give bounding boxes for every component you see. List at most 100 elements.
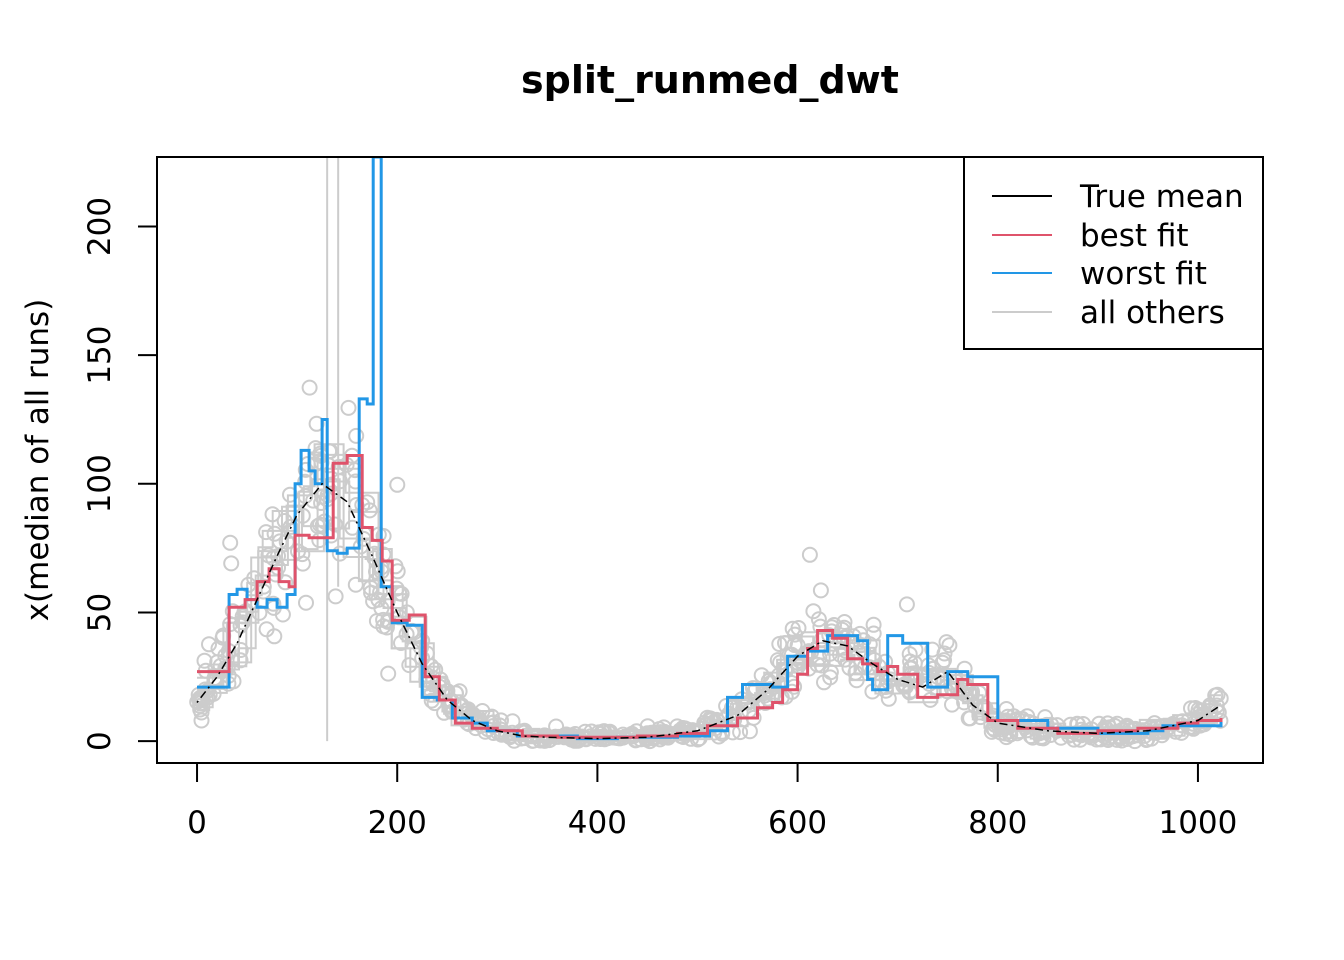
other-point	[393, 635, 409, 651]
other-point	[934, 654, 951, 671]
legend-label-worst-fit: worst fit	[1080, 256, 1207, 292]
other-point	[1209, 686, 1226, 703]
other-run-line	[197, 451, 1221, 743]
other-point	[548, 718, 565, 735]
other-point	[784, 620, 801, 637]
other-run-line	[197, 453, 1221, 743]
other-point	[348, 427, 365, 444]
other-point	[747, 680, 764, 697]
other-point	[340, 399, 357, 416]
other-point	[276, 513, 293, 529]
legend: True mean best fit worst fit all others	[963, 156, 1264, 350]
other-point	[282, 486, 298, 503]
x-tick-label: 1000	[1158, 805, 1237, 841]
other-point	[264, 506, 281, 523]
other-point	[201, 636, 217, 653]
other-point	[944, 696, 960, 713]
other-point	[375, 611, 392, 628]
other-point	[234, 614, 251, 631]
other-point	[266, 525, 283, 542]
series-true-mean	[196, 482, 1222, 740]
other-point	[232, 652, 249, 669]
other-point	[388, 580, 405, 597]
other-point	[1208, 697, 1225, 714]
other-point	[922, 691, 939, 708]
other-point	[805, 603, 822, 620]
x-tick-label: 200	[368, 805, 427, 841]
other-point	[365, 593, 382, 610]
other-point	[355, 530, 372, 547]
other-point	[1043, 716, 1060, 733]
other-point	[724, 699, 740, 716]
other-point	[222, 534, 239, 551]
other-point	[953, 684, 970, 701]
x-tick-label: 400	[568, 805, 627, 841]
other-point	[258, 524, 275, 541]
x-tick-label: 0	[187, 805, 207, 841]
other-point	[1019, 708, 1036, 725]
other-point	[822, 664, 839, 681]
other-point	[378, 619, 395, 636]
other-point	[759, 690, 776, 707]
other-point	[771, 636, 788, 652]
other-point	[1024, 729, 1041, 746]
series-worst-fit	[197, 157, 1223, 741]
series-best-fit	[197, 454, 1223, 739]
other-point	[941, 637, 958, 654]
x-tick-label: 800	[968, 805, 1027, 841]
other-point	[956, 660, 973, 677]
other-point	[769, 652, 786, 669]
other-point	[194, 689, 211, 706]
other-point	[347, 576, 364, 593]
other-point	[812, 618, 829, 635]
legend-label-true-mean: True mean	[1079, 179, 1244, 215]
other-point	[301, 379, 318, 396]
other-point	[389, 476, 406, 493]
other-point	[401, 657, 418, 674]
other-point	[998, 729, 1015, 746]
other-point	[790, 620, 807, 636]
other-point	[224, 603, 241, 620]
y-tick-label: 100	[82, 454, 118, 513]
other-point	[327, 588, 344, 605]
x-tick-label: 600	[768, 805, 827, 841]
other-point	[483, 708, 500, 725]
legend-box	[963, 156, 1264, 350]
other-point	[865, 616, 882, 633]
other-point	[994, 721, 1011, 738]
other-point	[297, 488, 314, 504]
y-tick-label: 50	[82, 593, 118, 632]
other-run-line	[197, 443, 1221, 743]
other-point	[809, 656, 826, 673]
other-point	[896, 676, 913, 693]
other-point	[232, 617, 249, 634]
other-run-line	[197, 478, 1221, 743]
series-layer	[196, 157, 1223, 741]
other-point	[223, 555, 240, 572]
y-tick-label: 150	[82, 326, 118, 385]
other-point	[964, 686, 980, 703]
other-point	[298, 594, 314, 611]
other-point	[387, 558, 404, 575]
other-run-line	[197, 510, 1221, 743]
chart-title: split_runmed_dwt	[521, 58, 899, 102]
axes-layer: 0 200 400 600 800 1000 0 50 100 150 200	[82, 156, 1264, 841]
y-tick-label: 0	[82, 731, 118, 751]
other-point	[217, 660, 234, 677]
other-point	[258, 621, 275, 638]
other-point	[418, 645, 435, 662]
other-point	[836, 614, 853, 630]
other-point	[760, 673, 777, 689]
other-point	[282, 518, 299, 535]
other-point	[865, 625, 882, 642]
other-point	[260, 547, 277, 564]
other-point	[380, 665, 397, 682]
other-point	[938, 634, 955, 651]
other-point	[1069, 716, 1086, 733]
other-point	[822, 669, 839, 686]
legend-label-all-others: all others	[1080, 295, 1225, 331]
y-axis-label: x(median of all runs)	[20, 299, 56, 622]
other-point	[921, 675, 938, 692]
other-point	[314, 488, 331, 505]
